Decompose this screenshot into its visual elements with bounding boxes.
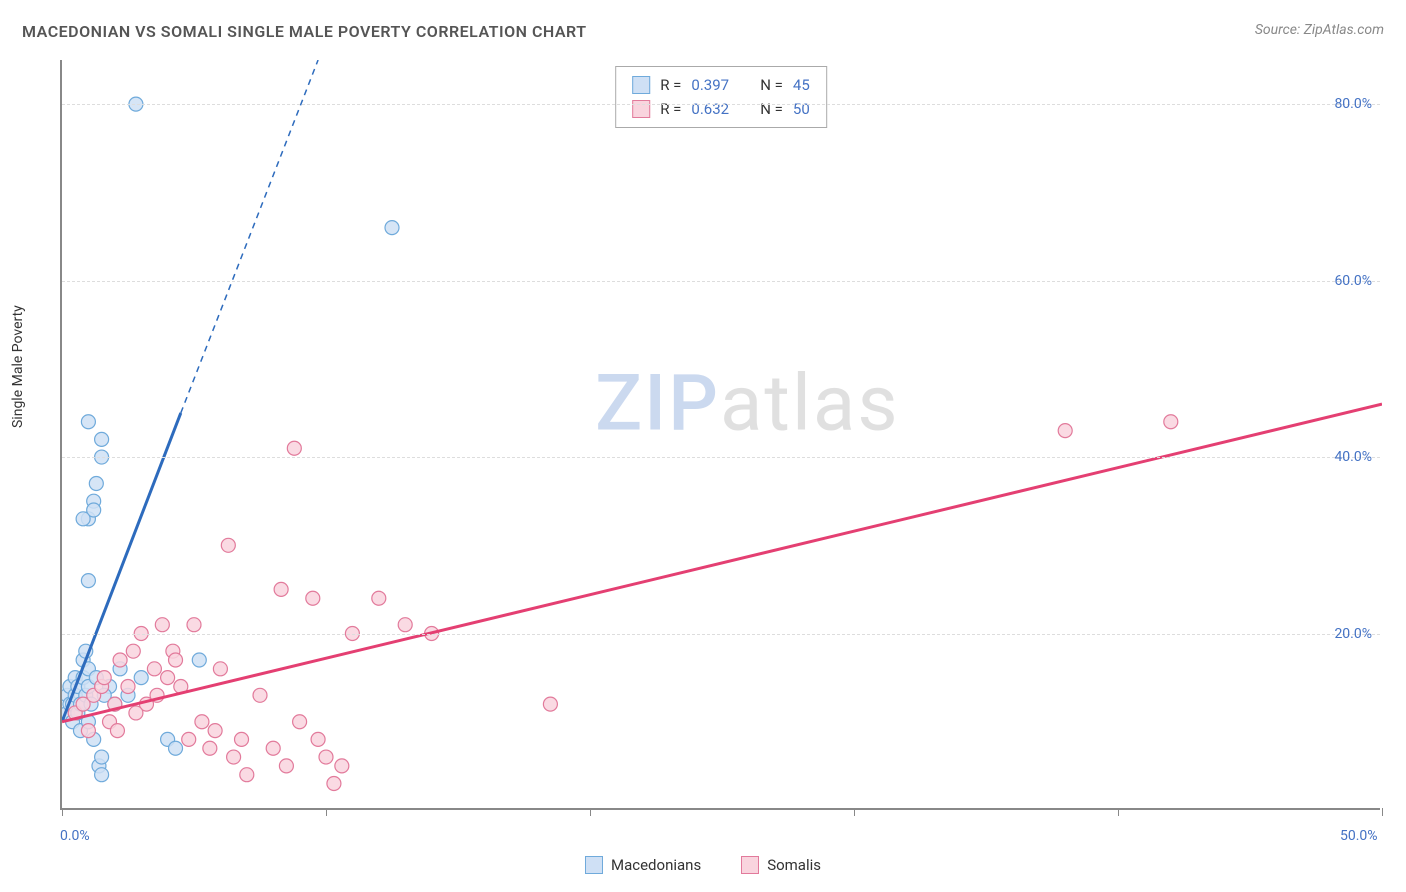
data-point: [182, 732, 196, 746]
x-tick: [326, 808, 327, 816]
grid-line: [62, 457, 1380, 458]
data-point: [81, 415, 95, 429]
stat-r-label: R =: [660, 73, 681, 97]
data-point: [95, 750, 109, 764]
data-point: [235, 732, 249, 746]
stat-n-value: 45: [793, 73, 810, 97]
trend-line: [62, 404, 1382, 722]
data-point: [543, 697, 557, 711]
x-tick: [1382, 808, 1383, 816]
y-tick-label: 40.0%: [1334, 449, 1372, 465]
data-point: [306, 591, 320, 605]
source-attribution: Source: ZipAtlas.com: [1255, 22, 1384, 38]
stat-n-label: N =: [760, 97, 783, 121]
stat-n-label: N =: [760, 73, 783, 97]
data-point: [192, 653, 206, 667]
data-point: [81, 724, 95, 738]
chart-title: MACEDONIAN VS SOMALI SINGLE MALE POVERTY…: [22, 22, 587, 41]
data-point: [274, 582, 288, 596]
data-point: [134, 671, 148, 685]
data-point: [81, 574, 95, 588]
legend-swatch: [585, 856, 603, 874]
grid-line: [62, 104, 1380, 105]
y-axis-label: Single Male Poverty: [10, 305, 26, 428]
y-tick-label: 20.0%: [1334, 626, 1372, 642]
data-point: [195, 715, 209, 729]
data-point: [161, 671, 175, 685]
x-tick: [62, 808, 63, 816]
data-point: [95, 432, 109, 446]
x-tick-label: 50.0%: [1340, 828, 1378, 844]
stat-r-value: 0.397: [691, 73, 729, 97]
chart-svg: [62, 60, 1382, 810]
stats-row: R = 0.632 N = 50: [632, 97, 810, 121]
data-point: [227, 750, 241, 764]
data-point: [240, 768, 254, 782]
data-point: [1164, 415, 1178, 429]
data-point: [293, 715, 307, 729]
data-point: [129, 706, 143, 720]
series-legend: Macedonians Somalis: [585, 856, 821, 874]
x-tick: [1118, 808, 1119, 816]
data-point: [110, 724, 124, 738]
series-swatch: [632, 100, 650, 118]
data-point: [279, 759, 293, 773]
data-point: [398, 618, 412, 632]
data-point: [121, 679, 135, 693]
data-point: [208, 724, 222, 738]
data-point: [1058, 424, 1072, 438]
grid-line: [62, 281, 1380, 282]
grid-line: [62, 634, 1380, 635]
stat-r-value: 0.632: [691, 97, 729, 121]
data-point: [253, 688, 267, 702]
data-point: [169, 653, 183, 667]
data-point: [113, 653, 127, 667]
data-point: [385, 221, 399, 235]
data-point: [147, 662, 161, 676]
legend-item: Somalis: [741, 856, 821, 874]
data-point: [126, 644, 140, 658]
data-point: [287, 441, 301, 455]
data-point: [97, 671, 111, 685]
scatter-plot: ZIPatlas R = 0.397 N = 45R = 0.632 N = 5…: [60, 60, 1380, 810]
data-point: [89, 477, 103, 491]
data-point: [266, 741, 280, 755]
data-point: [155, 618, 169, 632]
stat-n-value: 50: [793, 97, 810, 121]
legend-label: Somalis: [767, 856, 821, 874]
data-point: [372, 591, 386, 605]
data-point: [203, 741, 217, 755]
trend-line-extrapolated: [181, 60, 318, 413]
data-point: [335, 759, 349, 773]
data-point: [319, 750, 333, 764]
legend-label: Macedonians: [611, 856, 701, 874]
x-tick: [854, 808, 855, 816]
data-point: [76, 512, 90, 526]
legend-swatch: [741, 856, 759, 874]
stats-legend-box: R = 0.397 N = 45R = 0.632 N = 50: [615, 66, 827, 128]
data-point: [169, 741, 183, 755]
stat-r-label: R =: [660, 97, 681, 121]
data-point: [311, 732, 325, 746]
data-point: [213, 662, 227, 676]
stats-row: R = 0.397 N = 45: [632, 73, 810, 97]
series-swatch: [632, 76, 650, 94]
data-point: [187, 618, 201, 632]
y-tick-label: 80.0%: [1334, 96, 1372, 112]
data-point: [221, 538, 235, 552]
x-tick: [590, 808, 591, 816]
data-point: [327, 777, 341, 791]
y-tick-label: 60.0%: [1334, 273, 1372, 289]
legend-item: Macedonians: [585, 856, 701, 874]
data-point: [95, 768, 109, 782]
x-tick-label: 0.0%: [60, 828, 90, 844]
